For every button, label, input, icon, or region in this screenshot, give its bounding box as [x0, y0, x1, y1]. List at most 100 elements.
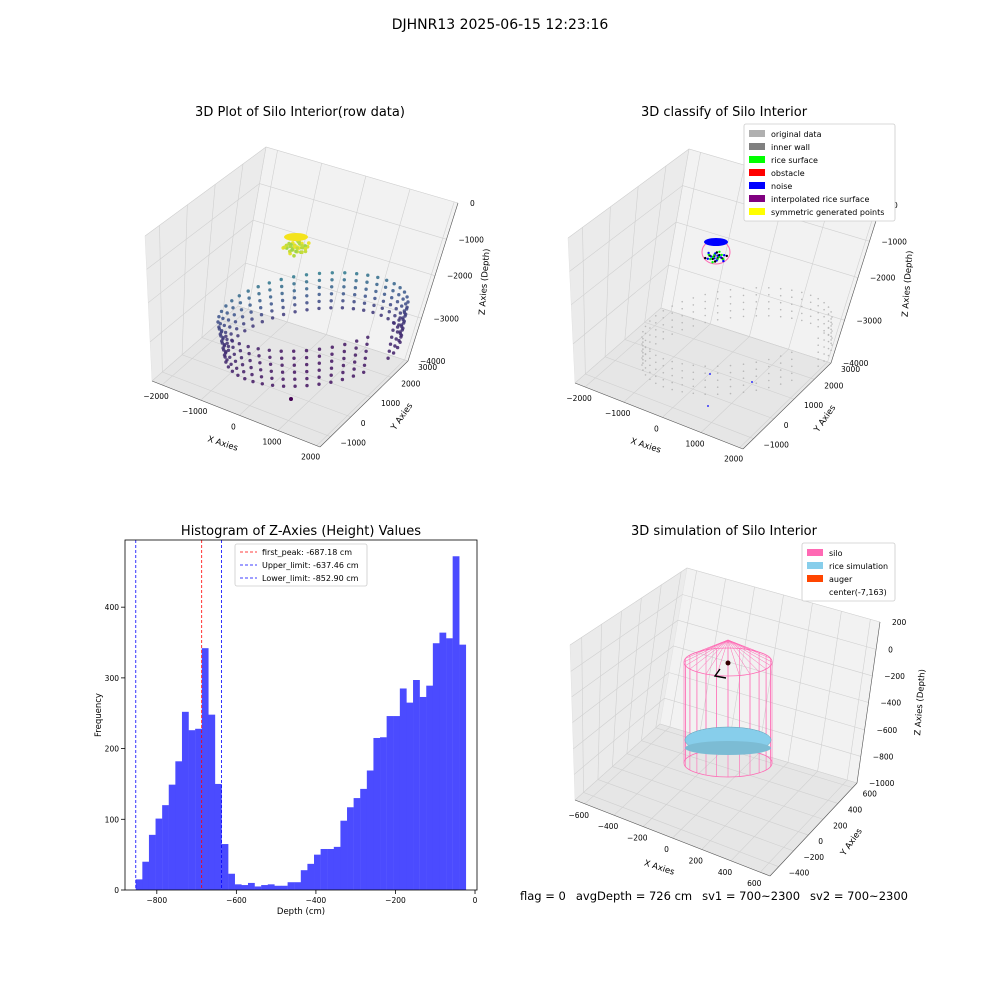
scatter-point: [704, 300, 706, 303]
legend-entry-label: inner wall: [771, 143, 810, 152]
scatter-point: [395, 300, 400, 304]
scatter-point: [317, 299, 321, 304]
scatter-point: [671, 388, 673, 391]
histogram-bar: [406, 702, 414, 890]
scatter-point: [388, 342, 393, 346]
scatter-point: [382, 292, 387, 296]
x-tick-label: −400: [306, 896, 327, 905]
scatter-point: [681, 307, 683, 310]
scatter-point: [791, 296, 793, 299]
silo-ring: [683, 647, 773, 677]
scatter-point: [281, 305, 285, 310]
scatter-point: [662, 324, 665, 326]
scatter-point: [242, 322, 246, 326]
scatter-point: [305, 287, 309, 291]
scatter-point: [240, 315, 245, 319]
histogram-bar: [439, 632, 447, 890]
histogram-bar: [459, 644, 467, 890]
scatter-point: [223, 330, 228, 335]
scatter-point: [642, 351, 644, 354]
scatter-point: [655, 368, 657, 371]
scatter-point: [655, 322, 657, 324]
z-tick-label: −3000: [434, 314, 460, 323]
histogram-bar: [373, 737, 381, 890]
scatter-point: [383, 285, 388, 289]
scatter-point: [742, 294, 745, 297]
z-tick-label: −800: [873, 752, 894, 761]
scatter-point: [681, 370, 683, 372]
scatter-point: [755, 361, 758, 364]
silo-roof-wire: [685, 639, 729, 666]
scatter-point: [662, 331, 665, 333]
scatter-point: [779, 294, 782, 297]
scatter-point: [217, 315, 221, 319]
scatter-point: [391, 328, 395, 332]
scatter-point: [704, 314, 706, 317]
panel-title: 3D classify of Silo Interior: [641, 105, 808, 120]
panel-simulation-3d: −600−400−2000200400600−400−2000200400600…: [568, 524, 927, 888]
silo-roof-wire: [696, 639, 729, 653]
histogram-bar: [195, 728, 202, 890]
scatter-point: [268, 355, 272, 359]
legend-entry-label: center(-7,163): [829, 588, 887, 597]
scatter-point: [237, 342, 241, 346]
legend-entry-label: auger: [829, 575, 853, 584]
scatter-point: [342, 285, 346, 289]
scatter-point: [248, 358, 252, 363]
scatter-point: [303, 246, 308, 251]
scatter-point: [392, 282, 396, 286]
legend-entry-label: original data: [771, 130, 822, 139]
scatter-point: [224, 334, 228, 338]
scatter-point: [716, 365, 719, 368]
z-tick-label: −600: [877, 726, 898, 735]
scatter-point: [827, 313, 830, 315]
x-tick-label: 0: [664, 845, 669, 854]
z-tick-label: −200: [884, 672, 905, 681]
scatter-point: [755, 287, 758, 289]
scatter-point: [290, 248, 294, 252]
scatter-point: [729, 371, 732, 374]
y-tick-label: −1000: [764, 441, 790, 450]
scatter-point: [823, 346, 825, 348]
y-tick-label: 300: [105, 674, 120, 683]
scatter-point: [791, 310, 793, 313]
z-axis-line: [407, 202, 459, 362]
scatter-point: [755, 375, 758, 378]
scatter-point: [317, 382, 321, 386]
scatter-point: [243, 329, 247, 333]
scatter-point: [270, 316, 275, 320]
scatter-point: [704, 321, 706, 324]
histogram-bar: [366, 770, 374, 890]
scatter-point: [406, 300, 410, 304]
scatter-point: [642, 344, 644, 347]
scatter-point: [655, 361, 657, 364]
x-tick-label: −600: [568, 811, 589, 820]
scatter-point: [742, 377, 745, 380]
scatter-point: [289, 397, 293, 401]
scatter-point: [390, 335, 394, 339]
scatter-point: [375, 282, 379, 287]
z-tick-label: −1000: [882, 237, 908, 246]
histogram-bar: [452, 556, 460, 890]
scatter-point: [304, 280, 309, 284]
scatter-point: [391, 289, 395, 293]
scatter-point: [219, 309, 224, 314]
noise-point: [709, 373, 711, 375]
scatter-point: [779, 369, 782, 371]
scatter-point: [827, 354, 830, 357]
z-gridline: [572, 645, 869, 723]
silo-roof-wire: [696, 639, 729, 673]
scatter-point: [249, 365, 253, 370]
scatter-point: [644, 339, 647, 342]
scatter-point: [742, 287, 745, 290]
scatter-point: [269, 369, 273, 373]
scatter-point: [720, 253, 723, 257]
scatter-point: [222, 323, 226, 328]
scatter-point: [671, 305, 673, 307]
silo-roof-wire: [727, 639, 771, 659]
scatter-point: [354, 346, 358, 350]
y-tick-label: 200: [833, 821, 848, 830]
scatter-point: [292, 275, 296, 279]
scatter-point: [827, 327, 830, 329]
scatter-point: [723, 254, 726, 257]
